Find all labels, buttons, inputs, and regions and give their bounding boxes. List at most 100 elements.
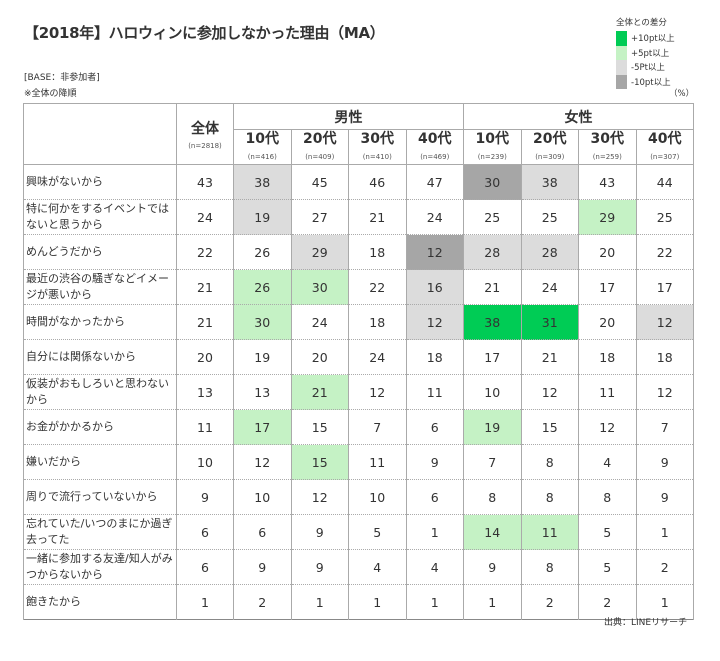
value-cell: 2	[520, 584, 579, 620]
value-cell: 47	[405, 164, 464, 200]
group-male: 男性	[233, 103, 464, 130]
age-header: 10代 (n=239)	[463, 129, 522, 165]
value-cell: 24	[520, 269, 579, 305]
value-cell: 28	[463, 234, 522, 270]
value-cell: 7	[635, 409, 694, 445]
value-cell: 38	[233, 164, 292, 200]
total-header: 全体 (n=2818)	[176, 103, 234, 165]
age-label: 20代	[303, 131, 337, 147]
table-row: 一緒に参加する友達/知人がみつからないから 6 9 9 4 4 9 8 5 2	[23, 549, 694, 585]
table-row: 興味がないから 43 38 45 46 47 30 38 43 44	[23, 164, 694, 200]
age-label: 10代	[245, 131, 279, 147]
value-cell: 8	[520, 444, 579, 480]
total-n: (n=2818)	[188, 142, 222, 150]
legend-swatch	[616, 45, 627, 60]
value-cell: 43	[578, 164, 637, 200]
value-cell: 1	[405, 584, 464, 620]
legend-label: +10pt以上	[631, 34, 675, 45]
value-cell: 20	[578, 234, 637, 270]
value-cell: 11	[176, 409, 234, 445]
value-cell: 25	[520, 199, 579, 235]
value-cell: 1	[635, 514, 694, 550]
legend-swatch	[616, 60, 627, 75]
legend-label: +5pt以上	[631, 48, 670, 59]
table-row: 最近の渋谷の騒ぎなどイメージが悪いから 21 26 30 22 16 21 24 17 17	[23, 269, 694, 305]
row-label: 特に何かをするイベントではないと思うから	[23, 199, 177, 235]
value-cell: 5	[578, 514, 637, 550]
value-cell: 10	[233, 479, 292, 515]
value-cell: 2	[233, 584, 292, 620]
value-cell: 31	[520, 304, 579, 340]
base-note: [BASE：非参加者]	[24, 73, 100, 83]
value-cell: 4	[578, 444, 637, 480]
group-female: 女性	[463, 103, 694, 130]
value-cell: 10	[348, 479, 407, 515]
value-cell: 22	[176, 234, 234, 270]
sort-note: ※全体の降順	[24, 89, 77, 99]
value-cell: 27	[290, 199, 349, 235]
value-cell: 25	[463, 199, 522, 235]
value-cell: 4	[405, 549, 464, 585]
value-cell: 18	[635, 339, 694, 375]
value-cell: 15	[290, 409, 349, 445]
value-cell: 43	[176, 164, 234, 200]
value-cell: 25	[635, 199, 694, 235]
value-cell: 6	[233, 514, 292, 550]
value-cell: 8	[578, 479, 637, 515]
age-n: (n=410)	[362, 153, 392, 161]
legend-item: +5pt以上	[616, 45, 675, 60]
row-label: 忘れていた/いつのまにか過ぎ去ってた	[23, 514, 177, 550]
table-row: お金がかかるから 11 17 15 7 6 19 15 12 7	[23, 409, 694, 445]
legend-item: +10pt以上	[616, 31, 675, 46]
value-cell: 18	[405, 339, 464, 375]
page-title: 【2018年】ハロウィンに参加しなかった理由（MA）	[24, 24, 385, 42]
legend-swatch	[616, 31, 627, 46]
age-header: 20代 (n=409)	[290, 129, 349, 165]
age-n: (n=259)	[592, 153, 622, 161]
age-n: (n=469)	[420, 153, 450, 161]
row-label: 仮装がおもしろいと思わないから	[23, 374, 177, 410]
row-label: 時間がなかったから	[23, 304, 177, 340]
age-header: 40代 (n=307)	[635, 129, 694, 165]
value-cell: 21	[176, 269, 234, 305]
value-cell: 20	[578, 304, 637, 340]
value-cell: 38	[463, 304, 522, 340]
table-row: 飽きたから 1 2 1 1 1 1 2 2 1	[23, 584, 694, 620]
value-cell: 12	[348, 374, 407, 410]
value-cell: 13	[233, 374, 292, 410]
value-cell: 20	[290, 339, 349, 375]
value-cell: 1	[290, 584, 349, 620]
value-cell: 10	[463, 374, 522, 410]
value-cell: 9	[233, 549, 292, 585]
value-cell: 1	[405, 514, 464, 550]
age-header: 40代 (n=469)	[405, 129, 464, 165]
value-cell: 15	[290, 444, 349, 480]
corner-cell	[23, 103, 177, 165]
legend-item: -10pt以上	[616, 74, 675, 89]
value-cell: 12	[405, 234, 464, 270]
row-label: 最近の渋谷の騒ぎなどイメージが悪いから	[23, 269, 177, 305]
age-n: (n=309)	[535, 153, 565, 161]
value-cell: 1	[348, 584, 407, 620]
table-row: 嫌いだから 10 12 15 11 9 7 8 4 9	[23, 444, 694, 480]
value-cell: 7	[348, 409, 407, 445]
value-cell: 16	[405, 269, 464, 305]
value-cell: 15	[520, 409, 579, 445]
value-cell: 12	[290, 479, 349, 515]
value-cell: 12	[520, 374, 579, 410]
value-cell: 5	[348, 514, 407, 550]
value-cell: 26	[233, 234, 292, 270]
value-cell: 22	[635, 234, 694, 270]
value-cell: 17	[463, 339, 522, 375]
value-cell: 2	[635, 549, 694, 585]
age-n: (n=239)	[477, 153, 507, 161]
value-cell: 21	[520, 339, 579, 375]
value-cell: 21	[463, 269, 522, 305]
value-cell: 4	[348, 549, 407, 585]
age-n: (n=307)	[650, 153, 680, 161]
value-cell: 9	[463, 549, 522, 585]
age-label: 10代	[475, 131, 509, 147]
table-row: 周りで流行っていないから 9 10 12 10 6 8 8 8 9	[23, 479, 694, 515]
age-label: 20代	[533, 131, 567, 147]
value-cell: 18	[578, 339, 637, 375]
